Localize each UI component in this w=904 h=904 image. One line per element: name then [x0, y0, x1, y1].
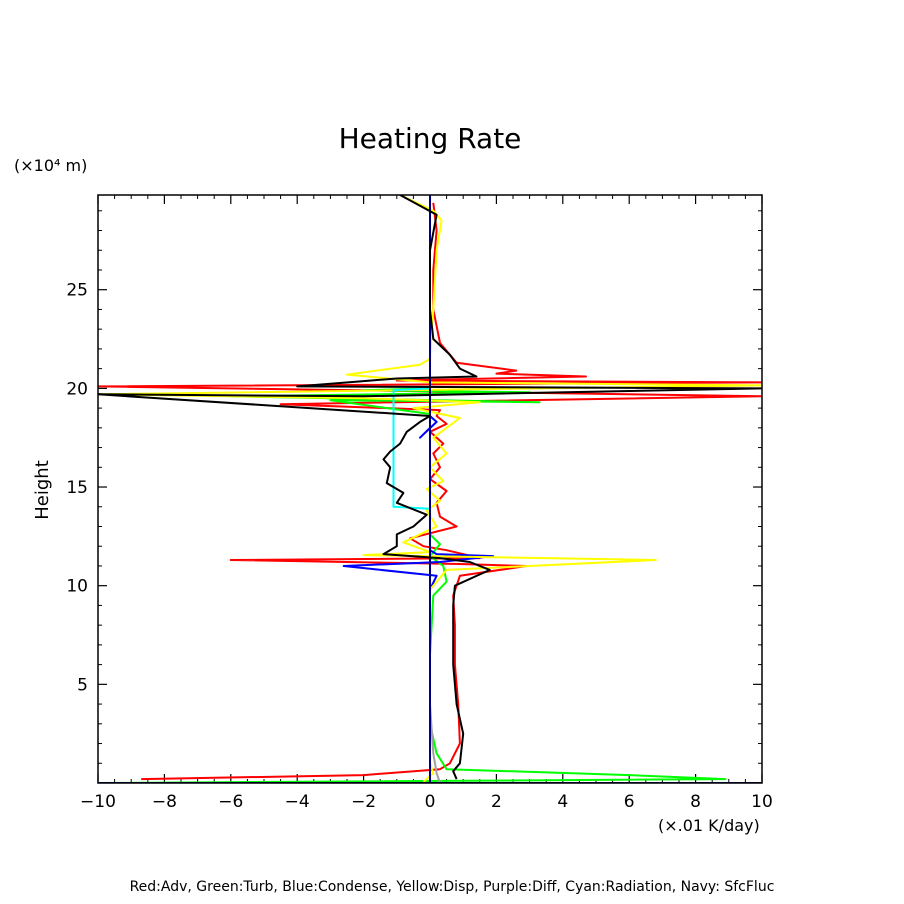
y-tick-label: 25: [66, 281, 88, 301]
x-tick-label: −10: [80, 792, 116, 812]
y-unit-label: (×10⁴ m): [14, 156, 87, 175]
x-tick-label: 0: [425, 792, 436, 812]
x-tick-label: −6: [218, 792, 243, 812]
y-tick-label: 15: [66, 478, 88, 498]
x-tick-label: −8: [152, 792, 177, 812]
tick-labels: −10 −8 −6 −4 −2 0 2 4 6 8 10 5 10 15 20 25: [66, 281, 772, 812]
y-axis-label: Height: [32, 460, 53, 520]
plot-frame: [97, 194, 763, 784]
series-line-turb: [98, 387, 727, 783]
series-line-sfcfluc: [98, 195, 762, 783]
data-series: [98, 195, 762, 783]
y-tick-label: 5: [77, 675, 88, 695]
x-tick-label: 6: [624, 792, 635, 812]
y-tick-label: 20: [66, 379, 88, 399]
series-line-total: [98, 195, 762, 780]
series-line-radiation: [392, 195, 431, 783]
legend-text: Red:Adv, Green:Turb, Blue:Condense, Yell…: [130, 879, 775, 895]
series-line-disp: [98, 195, 762, 783]
x-unit-label: (×.01 K/day): [658, 816, 760, 835]
x-tick-label: 2: [491, 792, 502, 812]
series-line-condense: [342, 195, 495, 783]
x-tick-label: −2: [351, 792, 376, 812]
chart-title: Heating Rate: [339, 122, 522, 155]
y-tick-label: 10: [66, 577, 88, 597]
x-tick-label: 4: [557, 792, 568, 812]
x-tick-label: 8: [690, 792, 701, 812]
x-tick-label: 10: [751, 792, 773, 812]
x-tick-label: −4: [285, 792, 310, 812]
